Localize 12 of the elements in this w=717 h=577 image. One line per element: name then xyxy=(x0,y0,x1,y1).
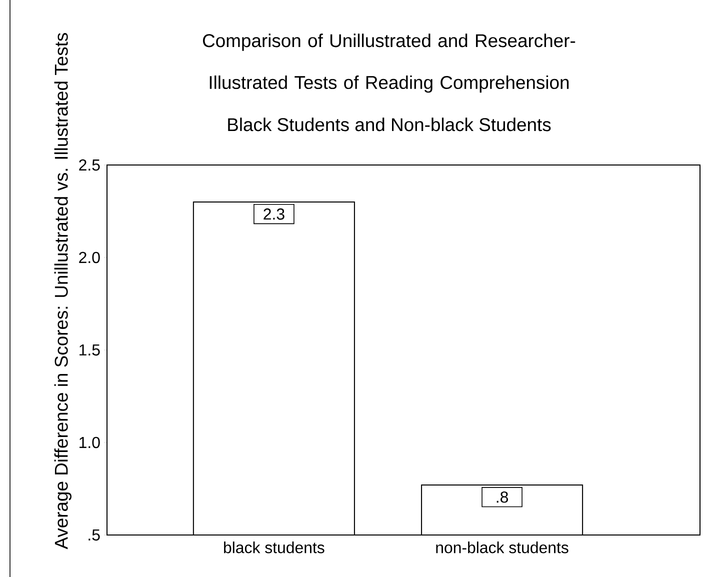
chart-title: Comparison of Unillustrated and Researcher-Illustrated Tests of Reading Comprehension xyxy=(202,34,576,93)
y-tick-label: .5 xyxy=(88,529,100,541)
y-tick-label: 2.5 xyxy=(79,159,100,171)
y-tick-label: 1.0 xyxy=(80,436,100,448)
chart-subtitle: Black Students and Non-black Students xyxy=(228,118,551,132)
data-label: .8 xyxy=(496,491,508,503)
y-tick-label: 1.5 xyxy=(80,344,100,356)
data-label: 2.3 xyxy=(264,208,284,220)
y-axis-title: Average Difference in Scores: Unillustrated vs. Illustrated Tests xyxy=(54,33,72,550)
x-tick-label: black students xyxy=(224,542,324,554)
x-tick-label: non-black students xyxy=(436,542,568,554)
y-tick-label: 2.0 xyxy=(79,252,100,264)
